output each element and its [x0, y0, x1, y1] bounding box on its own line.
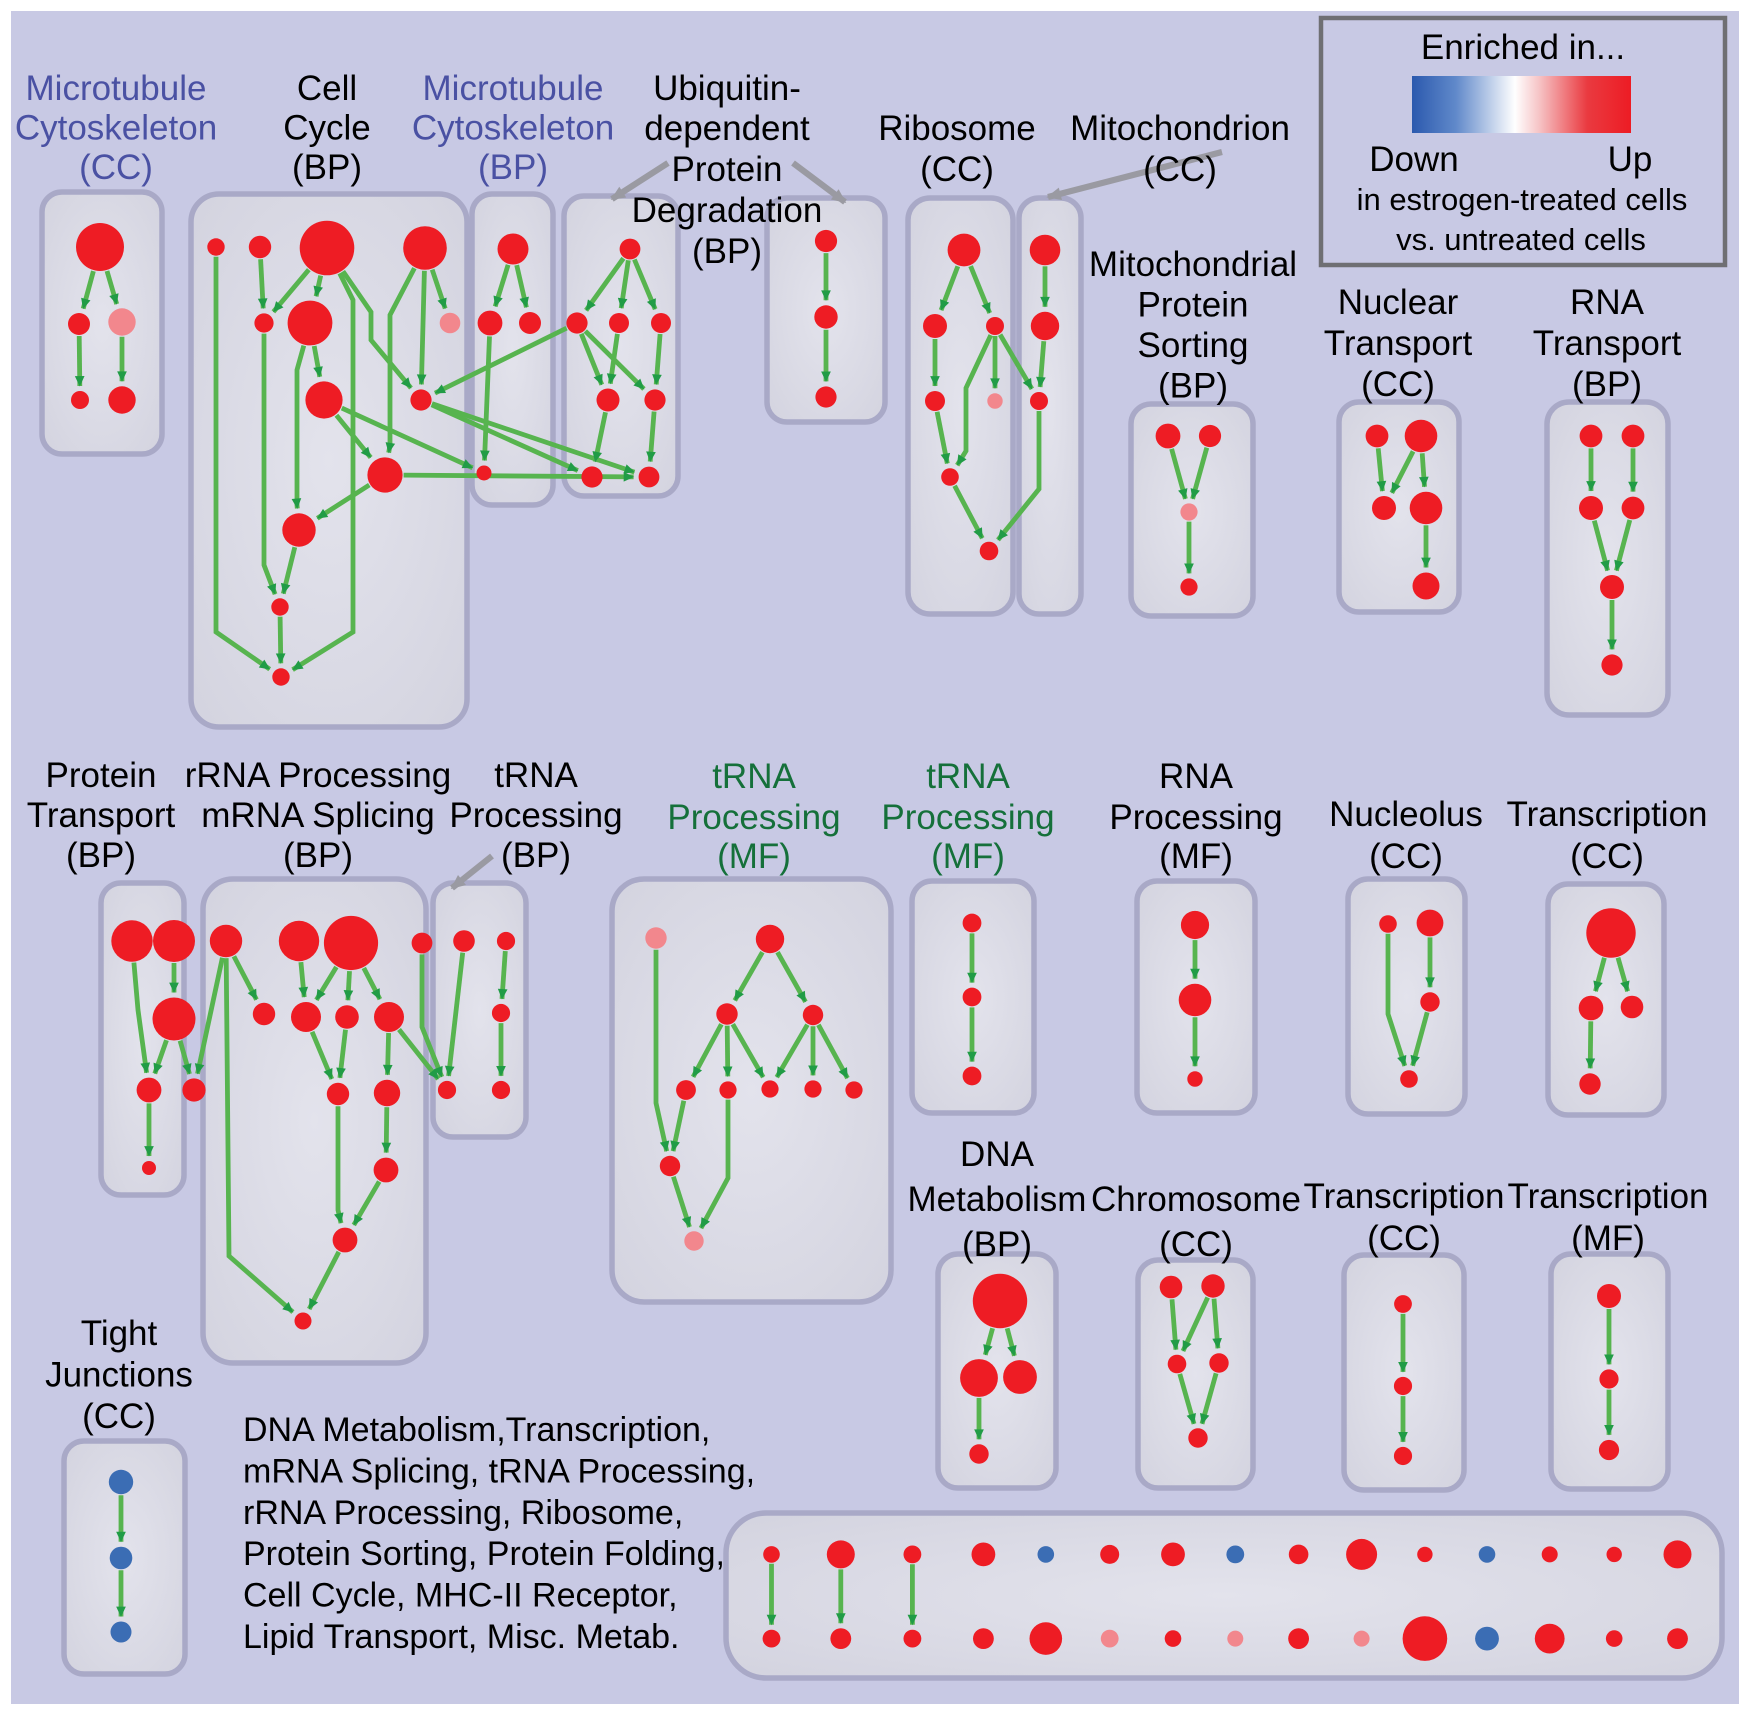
svg-text:mRNA Splicing, tRNA Processing: mRNA Splicing, tRNA Processing,	[243, 1452, 755, 1490]
svg-text:Metabolism: Metabolism	[908, 1180, 1087, 1219]
svg-text:(BP): (BP)	[501, 836, 571, 875]
svg-text:(CC): (CC)	[1570, 837, 1644, 876]
svg-text:(CC): (CC)	[1361, 365, 1435, 404]
svg-text:Cycle: Cycle	[283, 109, 371, 148]
svg-text:Processing: Processing	[667, 798, 840, 837]
svg-text:Cytoskeleton: Cytoskeleton	[15, 109, 217, 148]
svg-text:Transcription: Transcription	[1507, 795, 1708, 834]
svg-text:(MF): (MF)	[1159, 837, 1233, 876]
svg-text:Protein Sorting, Protein Foldi: Protein Sorting, Protein Folding,	[243, 1535, 725, 1573]
svg-text:(MF): (MF)	[931, 837, 1005, 876]
svg-text:Processing: Processing	[449, 796, 622, 835]
svg-text:Protein: Protein	[46, 756, 157, 795]
svg-text:(CC): (CC)	[920, 150, 994, 189]
svg-text:Up: Up	[1608, 140, 1653, 179]
svg-text:in estrogen-treated cells: in estrogen-treated cells	[1357, 182, 1688, 217]
svg-text:(BP): (BP)	[962, 1225, 1032, 1264]
svg-text:Microtubule: Microtubule	[26, 69, 207, 108]
svg-text:Nucleolus: Nucleolus	[1329, 795, 1483, 834]
svg-text:Ubiquitin-: Ubiquitin-	[653, 69, 801, 108]
svg-text:DNA Metabolism,Transcription,: DNA Metabolism,Transcription,	[243, 1411, 710, 1449]
svg-text:RNA: RNA	[1570, 283, 1645, 322]
svg-text:Lipid Transport, Misc. Metab.: Lipid Transport, Misc. Metab.	[243, 1618, 680, 1656]
svg-text:(BP): (BP)	[478, 148, 548, 187]
svg-text:Enriched in...: Enriched in...	[1421, 28, 1625, 67]
svg-text:Cytoskeleton: Cytoskeleton	[412, 109, 614, 148]
svg-text:Mitochondrion: Mitochondrion	[1070, 109, 1290, 148]
svg-text:(CC): (CC)	[1143, 150, 1217, 189]
svg-text:rRNA Processing, Ribosome,: rRNA Processing, Ribosome,	[243, 1494, 683, 1532]
svg-text:tRNA: tRNA	[494, 756, 578, 795]
svg-text:Processing: Processing	[1109, 798, 1282, 837]
svg-text:dependent: dependent	[644, 109, 810, 148]
svg-text:Down: Down	[1369, 140, 1458, 179]
svg-text:Cell: Cell	[297, 69, 357, 108]
svg-text:(CC): (CC)	[1159, 1225, 1233, 1264]
svg-text:Processing: Processing	[881, 798, 1054, 837]
svg-text:Transcription: Transcription	[1508, 1177, 1709, 1216]
svg-text:Chromosome: Chromosome	[1091, 1180, 1301, 1219]
svg-text:Transport: Transport	[27, 796, 176, 835]
svg-text:rRNA Processing: rRNA Processing	[185, 756, 451, 795]
svg-text:Transport: Transport	[1533, 324, 1682, 363]
svg-text:vs. untreated cells: vs. untreated cells	[1396, 222, 1646, 257]
svg-text:(MF): (MF)	[717, 837, 791, 876]
svg-text:tRNA: tRNA	[712, 757, 796, 796]
svg-text:(CC): (CC)	[1369, 837, 1443, 876]
svg-text:(MF): (MF)	[1571, 1219, 1645, 1258]
svg-text:(CC): (CC)	[79, 148, 153, 187]
svg-text:DNA: DNA	[960, 1135, 1035, 1174]
svg-text:(BP): (BP)	[283, 836, 353, 875]
svg-text:(BP): (BP)	[1158, 367, 1228, 406]
svg-text:Nuclear: Nuclear	[1338, 283, 1459, 322]
svg-text:(BP): (BP)	[692, 232, 762, 271]
svg-text:Transcription: Transcription	[1304, 1177, 1505, 1216]
svg-text:(CC): (CC)	[82, 1397, 156, 1436]
svg-text:Microtubule: Microtubule	[423, 69, 604, 108]
svg-text:(BP): (BP)	[66, 836, 136, 875]
svg-text:Mitochondrial: Mitochondrial	[1089, 245, 1297, 284]
svg-text:Ribosome: Ribosome	[878, 109, 1036, 148]
svg-text:(BP): (BP)	[1572, 365, 1642, 404]
svg-text:Transport: Transport	[1324, 324, 1473, 363]
svg-text:tRNA: tRNA	[926, 757, 1010, 796]
svg-text:Sorting: Sorting	[1138, 326, 1249, 365]
svg-text:(CC): (CC)	[1367, 1219, 1441, 1258]
svg-text:Protein: Protein	[1138, 286, 1249, 325]
svg-text:Degradation: Degradation	[632, 191, 823, 230]
svg-text:mRNA Splicing: mRNA Splicing	[201, 796, 434, 835]
svg-text:Protein: Protein	[672, 150, 783, 189]
svg-text:(BP): (BP)	[292, 148, 362, 187]
svg-text:Cell Cycle, MHC-II Receptor,: Cell Cycle, MHC-II Receptor,	[243, 1577, 678, 1615]
svg-text:Tight: Tight	[81, 1314, 158, 1353]
svg-text:RNA: RNA	[1159, 757, 1234, 796]
svg-text:Junctions: Junctions	[45, 1356, 193, 1395]
